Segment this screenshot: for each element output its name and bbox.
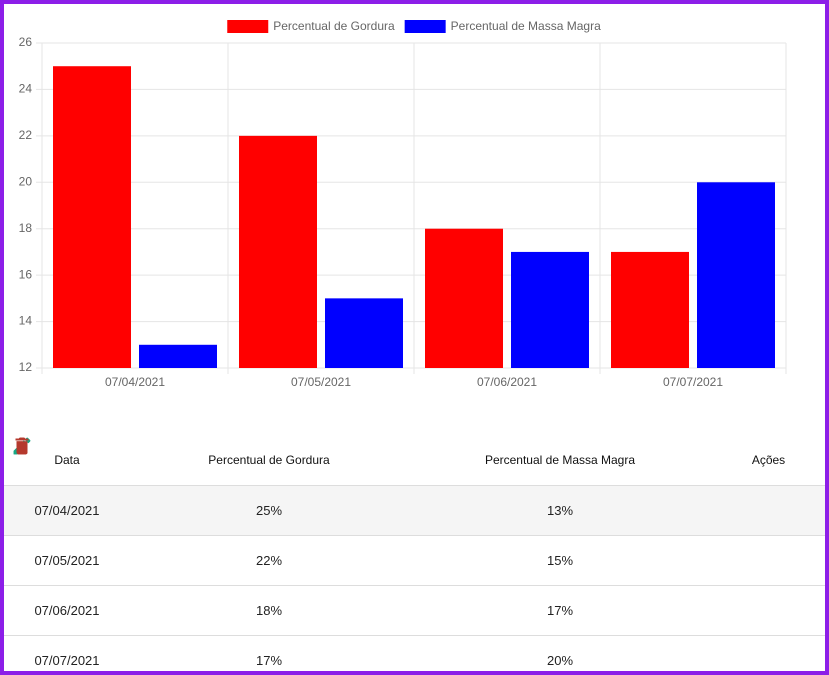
table-cell: 20% xyxy=(408,635,712,675)
chart: 12 14 16 18 20 22 24 26 07/04/2021 07/05/2021 07/0… xyxy=(19,19,787,389)
records-table: Data Percentual de Gordura Percentual de M… xyxy=(4,435,825,675)
header-row: Data Percentual de Gordura Percentual de M… xyxy=(4,435,825,486)
bar xyxy=(239,135,317,368)
y-tick-label: 20 xyxy=(19,174,33,188)
legend-swatch xyxy=(404,20,446,33)
bar xyxy=(511,251,589,368)
y-tick-label: 12 xyxy=(19,360,33,374)
bar xyxy=(611,251,689,368)
bar xyxy=(425,228,503,368)
y-tick-label: 16 xyxy=(19,267,33,281)
table-row: 07/04/2021 25% 13% xyxy=(4,437,825,536)
table-cell: 07/05/2021 xyxy=(4,535,130,586)
actions-cell xyxy=(13,437,825,636)
actions-cell xyxy=(13,437,825,536)
x-tick-label: 07/04/2021 xyxy=(105,375,165,389)
table-cell: 07/07/2021 xyxy=(4,635,130,675)
bar xyxy=(139,344,217,368)
table-cell: 25% xyxy=(130,485,408,536)
column-header: Percentual de Gordura xyxy=(130,435,408,486)
legend-label: Percentual de Massa Magra xyxy=(451,19,601,33)
y-tick-label: 22 xyxy=(19,128,33,142)
table-cell: 17% xyxy=(408,585,712,636)
legend-swatch xyxy=(227,20,269,33)
table-cell: 07/04/2021 xyxy=(4,485,130,536)
column-header: Percentual de Massa Magra xyxy=(408,435,712,486)
table-row: 07/05/2021 22% 15% xyxy=(4,437,825,586)
delete-button[interactable] xyxy=(11,435,33,457)
actions-cell xyxy=(13,437,825,586)
bar xyxy=(53,66,131,368)
y-tick-label: 14 xyxy=(19,314,33,328)
column-header: Ações xyxy=(712,435,825,486)
legend: Percentual de Gordura Percentual de Massa… xyxy=(227,19,601,33)
table-cell: 22% xyxy=(130,535,408,586)
table-row: 07/07/2021 17% 20% xyxy=(4,437,825,675)
y-tick-label: 18 xyxy=(19,221,33,235)
table-cell: 15% xyxy=(408,535,712,586)
x-tick-label: 07/05/2021 xyxy=(291,375,351,389)
table-row: 07/06/2021 18% 17% xyxy=(4,437,825,636)
y-tick-label: 24 xyxy=(19,82,33,96)
y-tick-label: 26 xyxy=(19,35,33,49)
bar xyxy=(325,298,403,368)
table-cell: 18% xyxy=(130,585,408,636)
table-cell: 07/06/2021 xyxy=(4,585,130,636)
actions-cell xyxy=(13,437,825,675)
table-cell: 13% xyxy=(408,485,712,536)
x-tick-label: 07/06/2021 xyxy=(477,375,537,389)
legend-label: Percentual de Gordura xyxy=(273,19,395,33)
delete-button-glyph xyxy=(15,437,29,455)
bar xyxy=(697,182,775,368)
x-tick-label: 07/07/2021 xyxy=(663,375,723,389)
table-cell: 17% xyxy=(130,635,408,675)
